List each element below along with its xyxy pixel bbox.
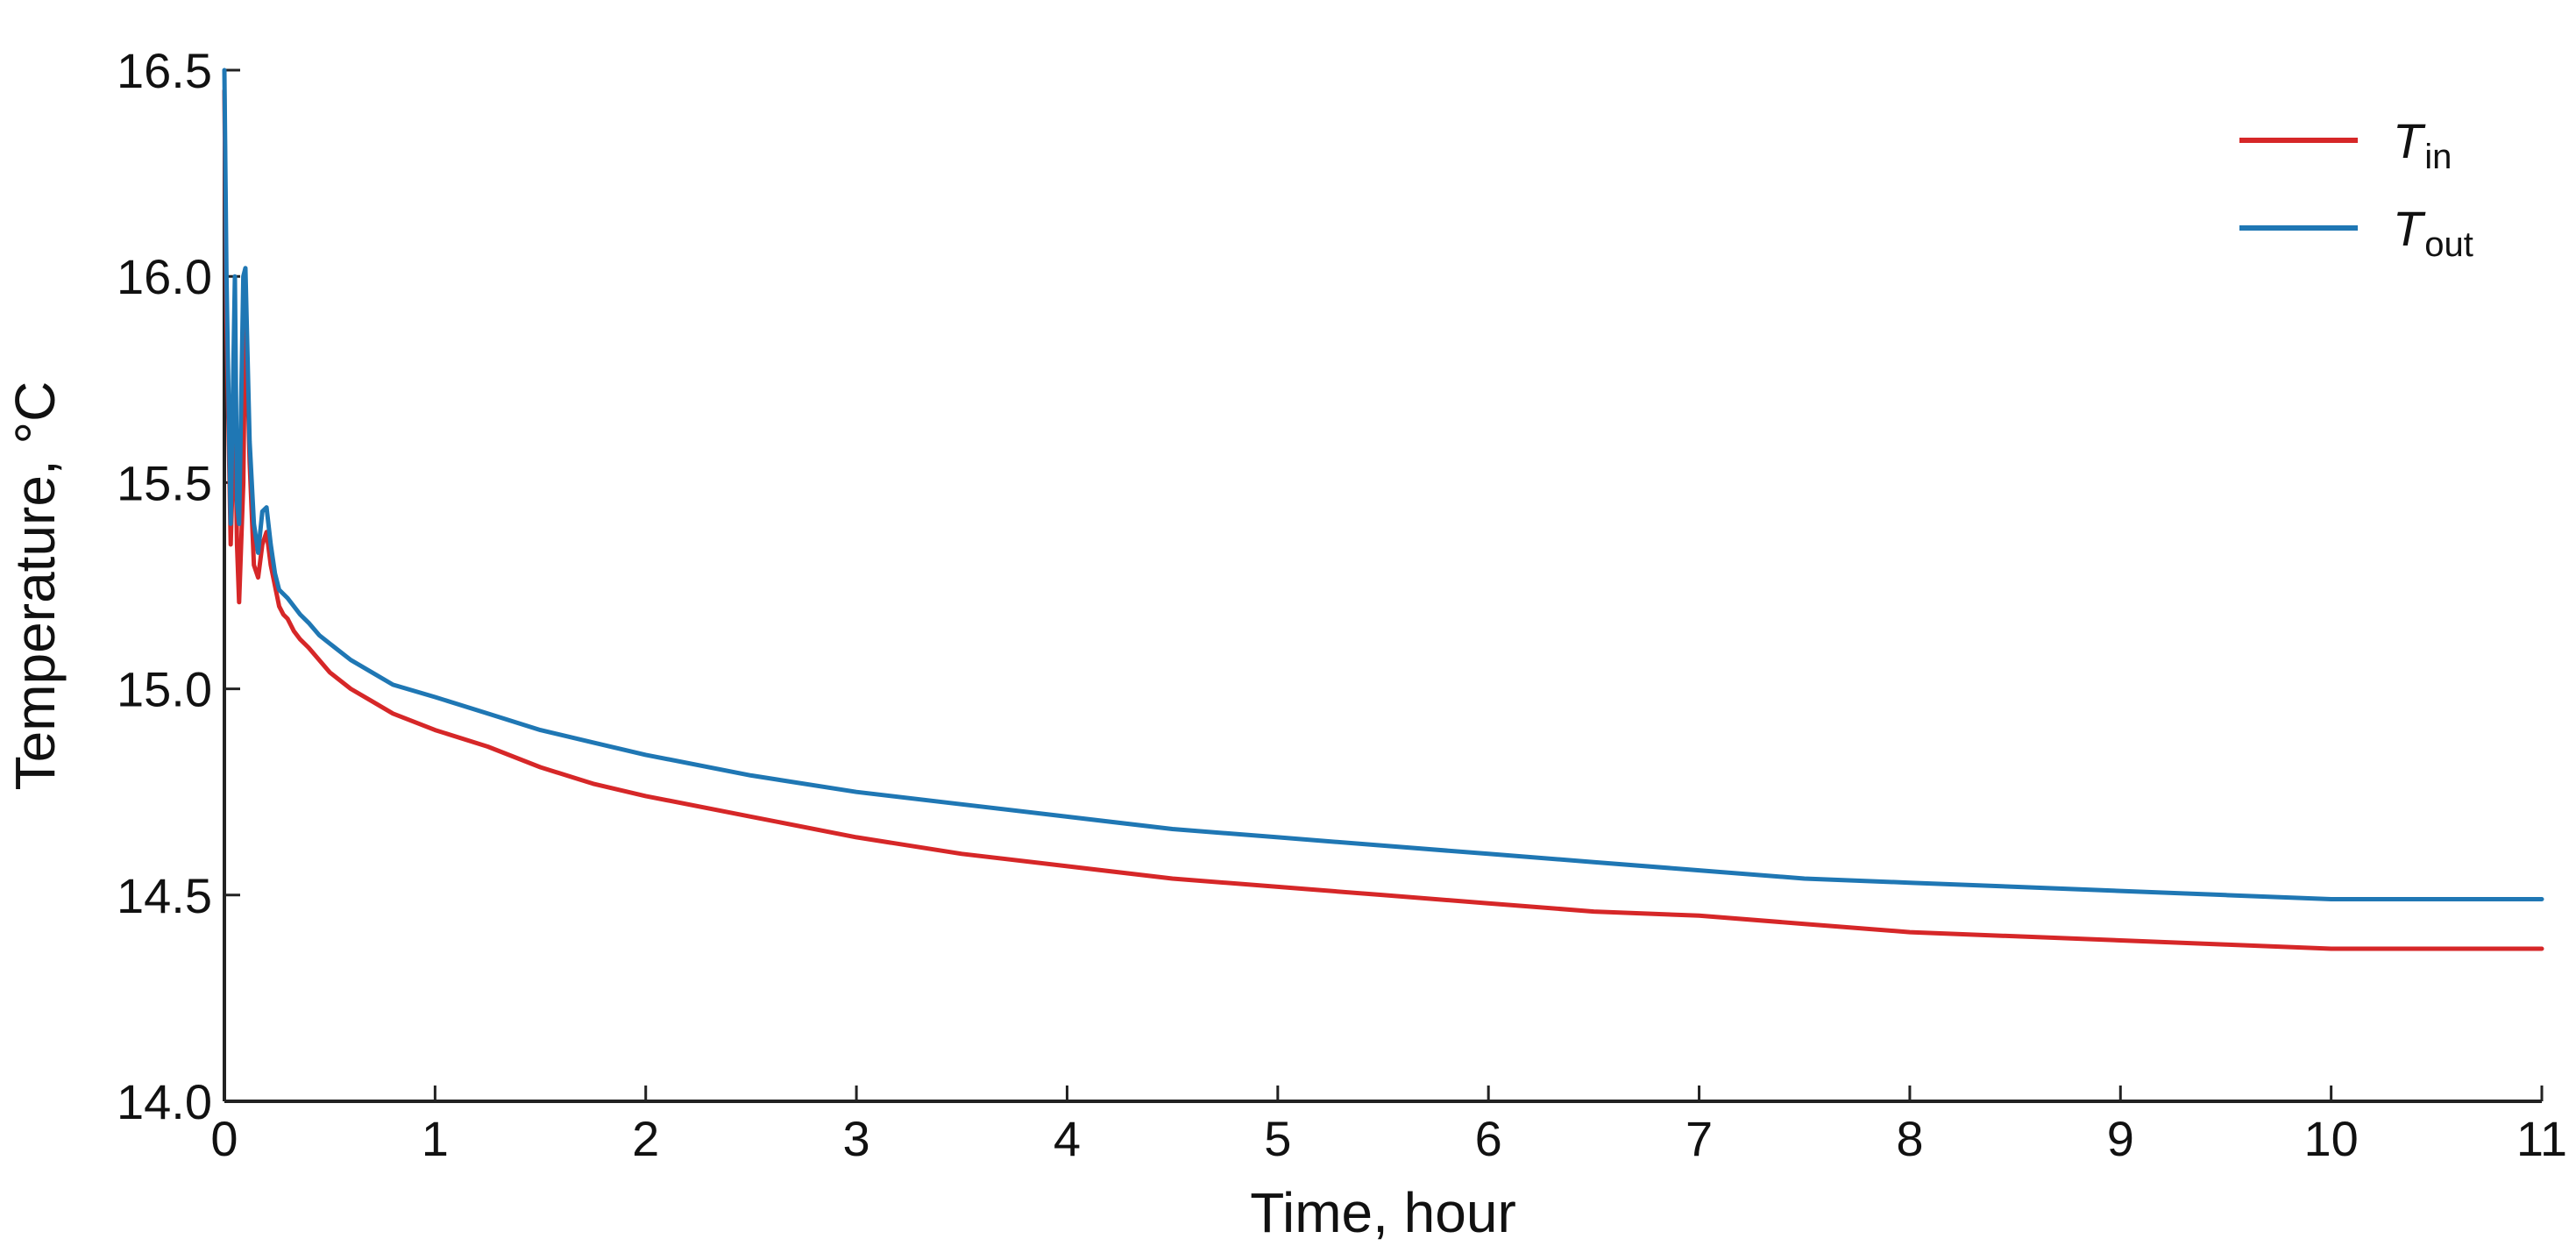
- x-axis-title: Time, hour: [1250, 1181, 1516, 1244]
- y-axis-title: Temperature, °C: [4, 381, 67, 791]
- x-tick-label: 5: [1264, 1111, 1291, 1166]
- legend-label-main: T: [2393, 113, 2426, 168]
- y-tick-label: 15.0: [117, 662, 212, 717]
- series-line-out: [222, 68, 2544, 901]
- y-tick-label: 14.5: [117, 868, 212, 923]
- legend-label-sub: out: [2424, 225, 2473, 264]
- y-tick-label: 16.0: [117, 249, 212, 304]
- legend-label-main: T: [2393, 201, 2426, 256]
- series: [222, 68, 2544, 951]
- x-tick-label: 0: [210, 1111, 238, 1166]
- x-tick-label: 11: [2516, 1111, 2567, 1166]
- legend-label-out: Tout: [2393, 201, 2473, 264]
- x-tick-label: 2: [632, 1111, 659, 1166]
- x-tick-label: 4: [1054, 1111, 1081, 1166]
- y-tick-label: 14.0: [117, 1074, 212, 1129]
- x-tick-label: 10: [2303, 1111, 2358, 1166]
- ticks: 0 1 2 3 4 5 6 7 8 9 10 11 14.0 14.5 15.0 15.5 16.0 16.5: [117, 43, 2567, 1166]
- series-line-in: [222, 89, 2544, 951]
- legend-label-sub: in: [2424, 138, 2452, 176]
- legend-label-in: Tin: [2393, 113, 2452, 176]
- x-tick-label: 3: [843, 1111, 870, 1166]
- x-tick-label: 9: [2107, 1111, 2134, 1166]
- x-tick-label: 1: [422, 1111, 449, 1166]
- y-tick-label: 16.5: [117, 43, 212, 98]
- x-tick-label: 6: [1475, 1111, 1502, 1166]
- x-tick-label: 7: [1685, 1111, 1713, 1166]
- axes: [223, 70, 2542, 1103]
- y-tick-label: 15.5: [117, 455, 212, 510]
- x-tick-label: 8: [1896, 1111, 1923, 1166]
